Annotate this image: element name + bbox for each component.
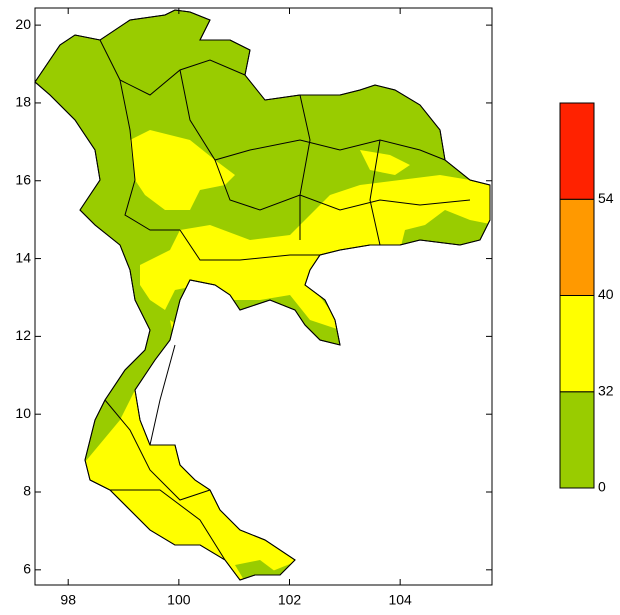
colorbar-label: 54 <box>598 190 614 206</box>
border-line <box>179 229 320 261</box>
yellow-zone <box>140 175 490 330</box>
colorbar-label: 0 <box>598 479 606 495</box>
y-tick-label: 14 <box>15 249 31 265</box>
yellow-zone <box>360 150 410 175</box>
country-border <box>34 9 491 581</box>
border-line <box>299 94 311 240</box>
x-tick-label: 102 <box>278 592 302 608</box>
colorbar-box <box>559 391 595 489</box>
colorbar: 0 32 40 54 <box>559 102 614 495</box>
border-line <box>149 344 176 446</box>
axes: 98 100 102 104 6 8 10 12 14 16 18 20 <box>15 8 492 608</box>
border-line <box>119 79 180 231</box>
x-tick-label: 104 <box>388 592 412 608</box>
y-tick-label: 20 <box>15 16 31 32</box>
border-line <box>214 159 471 211</box>
colorbar-box <box>559 295 595 393</box>
border-line <box>369 139 381 246</box>
border-line <box>110 489 226 561</box>
yellow-zone <box>130 130 235 210</box>
border-line <box>104 399 211 501</box>
y-tick-label: 18 <box>15 94 31 110</box>
y-tick-label: 6 <box>23 561 31 577</box>
x-tick-label: 100 <box>167 592 191 608</box>
colorbar-box <box>559 198 595 296</box>
border-line <box>179 69 446 161</box>
y-tick-label: 10 <box>15 405 31 421</box>
province-borders <box>34 9 491 581</box>
x-tick-label: 98 <box>60 592 76 608</box>
y-tick-label: 12 <box>15 327 31 343</box>
y-tick-label: 16 <box>15 171 31 187</box>
colorbar-label: 40 <box>598 286 614 302</box>
y-tick-label: 8 <box>23 483 31 499</box>
colorbar-label: 32 <box>598 382 614 398</box>
border-line <box>99 39 246 96</box>
colorbar-box <box>559 102 595 200</box>
